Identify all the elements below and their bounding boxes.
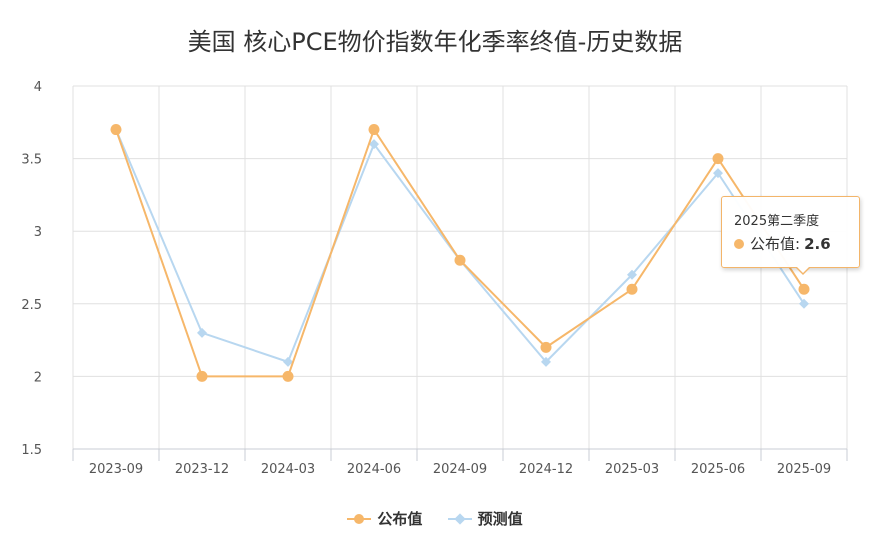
data-point-forecast[interactable] bbox=[197, 327, 207, 338]
data-point-published[interactable] bbox=[540, 341, 552, 353]
data-point-forecast[interactable] bbox=[713, 168, 723, 179]
legend: 公布值 预测值 bbox=[0, 508, 870, 529]
line-chart: 1.5 2 2.5 3 3.5 4 2023-09 2023-12 2024-03 2024-06… bbox=[21, 80, 848, 477]
x-tick-label: 2025-03 bbox=[605, 462, 659, 477]
tooltip: 2025第二季度 公布值: 2.6 bbox=[721, 196, 860, 275]
data-point-forecast[interactable] bbox=[799, 298, 809, 309]
legend-label-published: 公布值 bbox=[377, 510, 423, 528]
chart-title: 美国 核心PCE物价指数年化季率终值-历史数据 bbox=[187, 28, 683, 56]
tooltip-title: 2025第二季度 bbox=[734, 214, 820, 229]
tooltip-row: 公布值: 2.6 bbox=[734, 233, 831, 254]
data-point-published[interactable] bbox=[110, 124, 122, 136]
x-tick-label: 2024-12 bbox=[519, 462, 573, 477]
data-point-forecast[interactable] bbox=[369, 139, 379, 150]
y-tick-label: 3.5 bbox=[21, 153, 42, 168]
x-tick-label: 2025-09 bbox=[777, 462, 831, 477]
data-point-forecast[interactable] bbox=[627, 269, 637, 280]
x-tick-label: 2024-03 bbox=[261, 462, 315, 477]
x-tick-label: 2023-12 bbox=[175, 462, 229, 477]
data-point-forecast[interactable] bbox=[541, 356, 551, 367]
legend-item-published[interactable]: 公布值 bbox=[347, 508, 422, 529]
data-point-published[interactable] bbox=[196, 370, 208, 382]
y-tick-label: 1.5 bbox=[21, 443, 42, 458]
tooltip-series-name: 公布值 bbox=[750, 235, 796, 253]
data-point-published[interactable] bbox=[798, 283, 810, 295]
axis-layer: 1.5 2 2.5 3 3.5 4 2023-09 2023-12 2024-03 2024-06… bbox=[21, 80, 848, 477]
data-point-published[interactable] bbox=[712, 153, 724, 165]
data-point-published[interactable] bbox=[368, 124, 380, 136]
tooltip-dot-icon bbox=[734, 238, 744, 249]
series-layer bbox=[110, 124, 810, 382]
legend-item-forecast[interactable]: 预测值 bbox=[447, 508, 523, 529]
y-tick-label: 3 bbox=[34, 225, 42, 240]
legend-swatch-circle-icon bbox=[347, 513, 372, 525]
data-point-published[interactable] bbox=[626, 283, 638, 295]
x-tick-label: 2024-06 bbox=[347, 462, 401, 477]
data-point-forecast[interactable] bbox=[283, 356, 293, 367]
legend-label-forecast: 预测值 bbox=[477, 510, 523, 528]
y-tick-label: 4 bbox=[34, 80, 42, 95]
y-tick-label: 2 bbox=[34, 370, 42, 385]
x-tick-label: 2024-09 bbox=[433, 462, 487, 477]
data-point-published[interactable] bbox=[282, 370, 294, 382]
y-tick-label: 2.5 bbox=[21, 298, 42, 313]
x-tick-label: 2023-09 bbox=[89, 462, 143, 477]
legend-swatch-diamond-icon bbox=[447, 512, 472, 525]
tooltip-separator: : bbox=[795, 234, 801, 253]
series-line-forecast bbox=[115, 129, 805, 363]
data-point-published[interactable] bbox=[454, 254, 466, 266]
tooltip-value: 2.6 bbox=[804, 234, 831, 253]
x-tick-label: 2025-06 bbox=[691, 462, 745, 477]
